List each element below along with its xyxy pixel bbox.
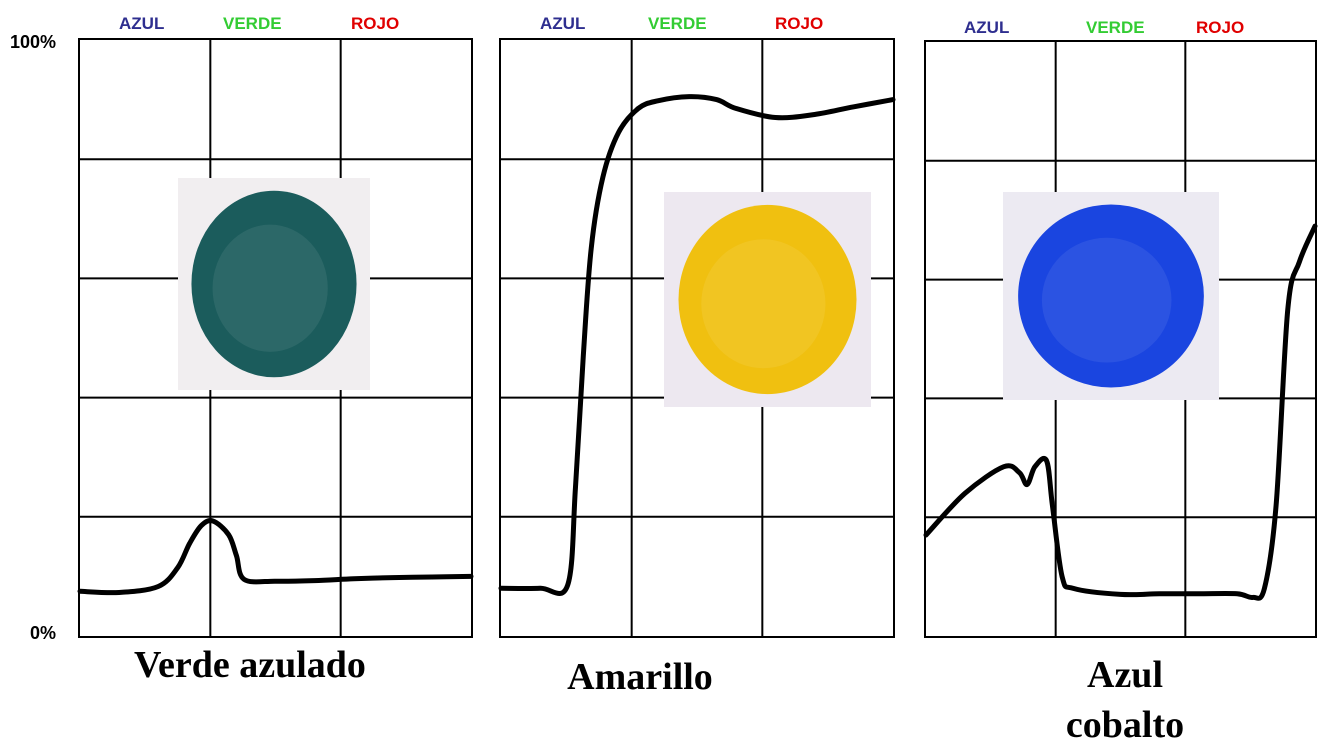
band-label-green: VERDE bbox=[223, 14, 282, 33]
paint-highlight bbox=[212, 224, 328, 352]
reflectance-curve bbox=[498, 94, 896, 597]
paint-swatch-image bbox=[664, 192, 871, 407]
chart-title-verde-azulado: Verde azulado bbox=[134, 644, 366, 686]
chart-panel-verde-azulado bbox=[77, 38, 474, 638]
chart-panel-amarillo bbox=[498, 38, 896, 638]
paint-swatch-graphic bbox=[664, 192, 871, 407]
reflectance-curve bbox=[923, 223, 1318, 601]
band-label-red: ROJO bbox=[1196, 18, 1245, 37]
chart-title-amarillo: Amarillo bbox=[567, 656, 713, 698]
band-label-green: VERDE bbox=[1086, 18, 1145, 37]
y-axis-bottom-label: 0% bbox=[30, 623, 57, 643]
paint-blob bbox=[1018, 204, 1204, 388]
paint-swatch-image bbox=[178, 178, 370, 390]
band-label-blue: AZUL bbox=[964, 18, 1010, 37]
paint-blob bbox=[678, 204, 857, 395]
chart-panel-azul-cobalto bbox=[923, 40, 1318, 638]
y-axis-top-label: 100% bbox=[10, 32, 57, 52]
paint-swatch-image bbox=[1003, 192, 1219, 400]
band-label-red: ROJO bbox=[351, 14, 400, 33]
paint-swatch-graphic bbox=[178, 178, 370, 390]
band-label-green: VERDE bbox=[648, 14, 707, 33]
paint-blob bbox=[191, 190, 357, 378]
band-label-red: ROJO bbox=[775, 14, 824, 33]
paint-swatch-graphic bbox=[1003, 192, 1219, 400]
band-label-blue: AZUL bbox=[119, 14, 165, 33]
chart-title-azul-cobalto: Azul cobalto bbox=[1065, 654, 1185, 746]
paint-highlight bbox=[1041, 237, 1172, 363]
reflectance-curve bbox=[77, 518, 474, 596]
paint-highlight bbox=[701, 239, 826, 369]
band-label-blue: AZUL bbox=[540, 14, 586, 33]
